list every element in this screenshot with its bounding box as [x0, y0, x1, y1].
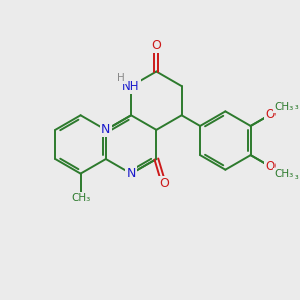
Text: CH₃: CH₃: [71, 193, 90, 203]
Text: NH: NH: [122, 80, 140, 93]
Text: H: H: [118, 73, 125, 83]
Text: O: O: [266, 160, 276, 173]
Text: O: O: [266, 108, 276, 121]
Text: CH₃: CH₃: [274, 169, 293, 179]
Text: N: N: [126, 167, 136, 180]
Text: OCH₃: OCH₃: [273, 170, 299, 181]
Text: CH₃: CH₃: [274, 102, 293, 112]
Text: O: O: [152, 40, 161, 52]
Text: OCH₃: OCH₃: [273, 100, 299, 110]
Text: O: O: [159, 177, 169, 190]
Text: O: O: [265, 108, 274, 121]
Text: N: N: [101, 123, 110, 136]
Text: O: O: [265, 160, 274, 173]
